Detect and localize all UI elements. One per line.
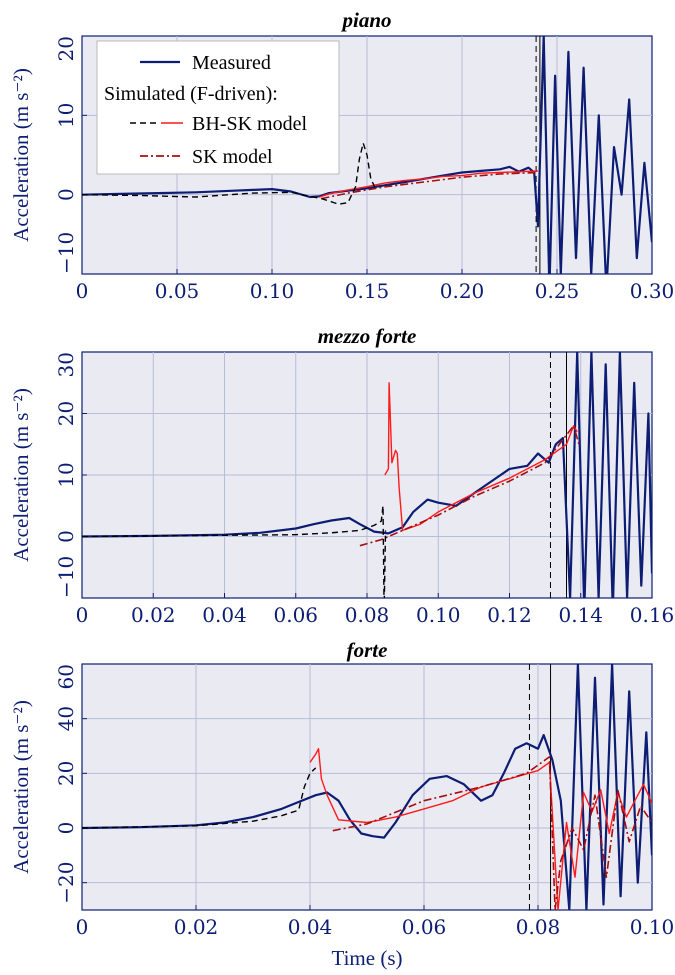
chart-title: piano — [340, 8, 391, 32]
series-group — [82, 36, 652, 274]
chart-title: forte — [347, 638, 388, 662]
y-tick-label: −10 — [54, 556, 78, 598]
y-tick-label: 0 — [54, 822, 78, 835]
y-tick-label: 30 — [54, 352, 78, 377]
legend-label-measured: Measured — [192, 52, 271, 74]
x-tick-label: 0.10 — [630, 915, 675, 939]
x-tick-label: 0.05 — [155, 279, 200, 303]
x-tick-label: 0.02 — [131, 603, 176, 627]
x-tick-label: 0.04 — [288, 915, 333, 939]
x-tick-label: 0.16 — [630, 603, 675, 627]
series-line-red — [319, 170, 539, 198]
series-line-sk — [359, 424, 580, 547]
y-tick-label: 10 — [54, 462, 78, 487]
series-line-measured — [82, 36, 652, 274]
series-line-measured — [82, 664, 652, 910]
legend-box — [96, 40, 340, 175]
tick-labels: 0 0.05 0.10 0.15 0.20 0.25 0.30 −10 0 10 20 — [54, 36, 674, 303]
y-tick-label: 20 — [54, 401, 78, 426]
x-tick-label: 0.30 — [630, 279, 675, 303]
x-tick-label: 0.25 — [535, 279, 580, 303]
y-tick-label: −10 — [54, 232, 78, 274]
y-tick-label: −20 — [54, 862, 78, 904]
series-line-sk — [332, 756, 652, 910]
x-tick-label: 0.12 — [487, 603, 532, 627]
y-tick-label: 60 — [54, 664, 78, 689]
y-tick-label: 10 — [54, 103, 78, 128]
panel-forte: 0 0.02 0.04 0.06 0.08 0.10 −20 0 20 40 60 forte Ac… — [9, 638, 674, 970]
series-group — [82, 352, 652, 598]
x-tick-label: 0 — [76, 915, 89, 939]
y-tick-label: 40 — [54, 706, 78, 731]
legend: Measured Simulated (F-driven): BH-SK mod… — [96, 40, 340, 175]
x-tick-label: 0.08 — [516, 915, 561, 939]
y-axis-label: Acceleration (m s⁻²) — [9, 700, 33, 874]
series-line-bhsk — [82, 505, 387, 598]
series-line-measured — [82, 352, 652, 598]
marker-lines — [549, 352, 567, 598]
tick-labels: 0 0.02 0.04 0.06 0.08 0.10 −20 0 20 40 60 — [54, 664, 674, 939]
x-tick-label: 0 — [76, 603, 89, 627]
series-group — [82, 664, 652, 910]
y-tick-label: 0 — [54, 188, 78, 201]
x-tick-label: 0 — [76, 279, 89, 303]
series-line-bhsk — [82, 767, 317, 829]
x-tick-label: 0.20 — [440, 279, 485, 303]
x-tick-label: 0.10 — [416, 603, 461, 627]
legend-label-sk: SK model — [192, 146, 273, 168]
tick-labels: 0 0.02 0.04 0.06 0.08 0.10 0.12 0.14 0.16 −10 0 10 2… — [54, 352, 674, 627]
legend-label-bhsk: BH-SK model — [192, 113, 307, 135]
x-tick-label: 0.14 — [558, 603, 603, 627]
x-tick-label: 0.04 — [202, 603, 247, 627]
x-tick-label: 0.10 — [250, 279, 295, 303]
x-tick-label: 0.02 — [174, 915, 219, 939]
x-tick-label: 0.06 — [402, 915, 447, 939]
x-axis-label: Time (s) — [332, 946, 403, 970]
chart-title: mezzo forte — [318, 324, 417, 348]
series-line-sk — [321, 171, 539, 200]
y-axis-label: Acceleration (m s⁻²) — [9, 68, 33, 242]
y-tick-label: 20 — [54, 36, 78, 61]
x-tick-label: 0.08 — [345, 603, 390, 627]
y-tick-label: 0 — [54, 530, 78, 543]
panel-mezzo-forte: 0 0.02 0.04 0.06 0.08 0.10 0.12 0.14 0.16 −10 0 10 2… — [9, 324, 674, 627]
y-axis-label: Acceleration (m s⁻²) — [9, 388, 33, 562]
x-tick-label: 0.15 — [345, 279, 390, 303]
series-line-bhsk — [82, 142, 378, 205]
y-tick-label: 20 — [54, 761, 78, 786]
legend-label-simulated: Simulated (F-driven): — [104, 83, 278, 105]
x-tick-label: 0.06 — [273, 603, 318, 627]
